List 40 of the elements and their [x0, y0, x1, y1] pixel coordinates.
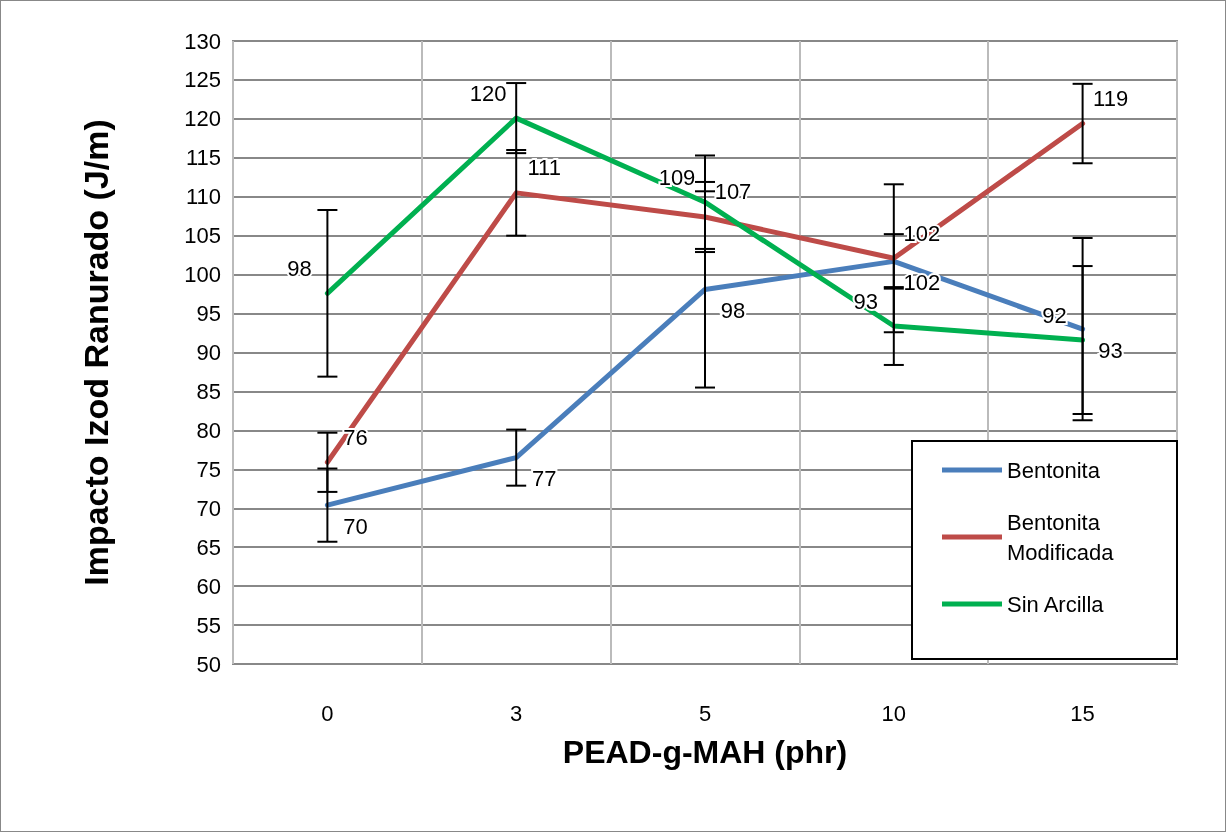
- data-label: 109: [658, 164, 696, 190]
- y-tick-label: 65: [196, 534, 221, 560]
- x-axis-title: PEAD-g-MAH (phr): [562, 734, 848, 770]
- y-tick-label: 50: [196, 651, 221, 677]
- y-tick-label: 75: [196, 456, 221, 482]
- x-tick-label: 0: [321, 700, 334, 726]
- y-tick-label: 125: [184, 67, 221, 93]
- legend-label: Sin Arcilla: [1007, 591, 1105, 617]
- y-tick-label: 55: [196, 612, 221, 638]
- data-label: 76: [343, 424, 368, 450]
- data-label: 98: [720, 297, 746, 323]
- legend-label: Bentonita Modificada: [1007, 509, 1115, 565]
- y-tick-label: 120: [184, 106, 221, 132]
- data-label: 102: [903, 269, 941, 295]
- data-label: 92: [1042, 302, 1067, 328]
- data-label: 70: [343, 513, 368, 539]
- y-tick-label: 85: [196, 378, 221, 404]
- data-label: 111: [527, 155, 561, 181]
- y-tick-label: 115: [185, 145, 221, 171]
- y-tick-label: 70: [196, 495, 221, 521]
- data-label: 93: [1098, 337, 1123, 363]
- y-tick-label: 110: [185, 184, 221, 210]
- data-label: 98: [287, 255, 312, 281]
- y-tick-label: 80: [196, 417, 221, 443]
- y-tick-label: 90: [196, 340, 221, 365]
- data-label: 107: [714, 179, 752, 205]
- y-tick-label: 100: [184, 262, 221, 288]
- y-tick-label: 105: [184, 223, 221, 249]
- y-tick-label: 95: [196, 301, 221, 327]
- data-label: 120: [469, 80, 507, 106]
- y-tick-label: 60: [196, 573, 221, 599]
- data-label: 119: [1093, 86, 1129, 112]
- x-tick-label: 3: [510, 700, 523, 726]
- legend-label: Bentonita: [1007, 457, 1101, 483]
- x-tick-label: 10: [881, 700, 907, 726]
- x-tick-label: 15: [1070, 700, 1095, 726]
- data-label: 77: [531, 466, 557, 492]
- y-tick-label: 130: [184, 28, 221, 54]
- x-tick-label: 5: [698, 700, 712, 726]
- y-axis-title: Impacto Izod Ranurado (J/m): [77, 119, 115, 586]
